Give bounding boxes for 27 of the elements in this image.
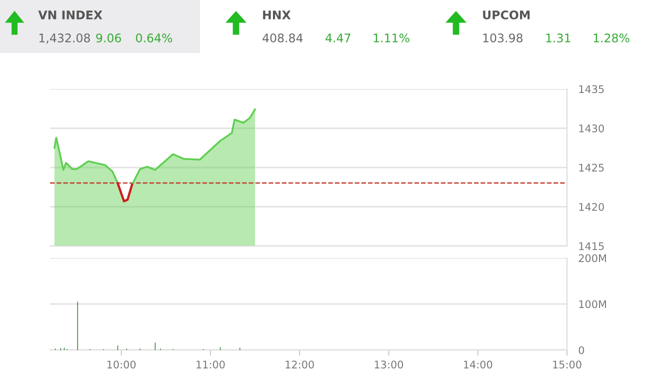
y-tick-label: 1415	[579, 242, 604, 250]
y-tick-label: 0	[578, 346, 584, 354]
text: 1.11%	[374, 33, 410, 42]
text: 1.31	[546, 33, 570, 42]
text: 1.28%	[594, 33, 630, 42]
text: HNX	[263, 10, 291, 20]
text: VN INDEX	[38, 10, 102, 20]
x-tick-label: 10:00	[107, 360, 136, 368]
y-tick-label: 1435	[579, 85, 604, 94]
line-series	[116, 182, 134, 202]
text: 408.84	[262, 33, 303, 42]
y-tick-label: 100M	[579, 300, 606, 308]
y-tick-label: 200M	[578, 254, 606, 262]
x-tick-label: 13:00	[374, 360, 404, 368]
y-tick-label: 1430	[579, 124, 604, 132]
text: 9.06	[96, 33, 121, 42]
x-tick-label: 14:00	[464, 360, 492, 368]
y-tick-label: 1420	[579, 202, 604, 211]
text: 103.98	[483, 33, 522, 42]
text: UPCOM	[483, 10, 530, 20]
text: 1,432.08	[39, 33, 90, 44]
x-tick-label: 11:00	[196, 360, 225, 368]
y-tick-label: 1425	[579, 164, 604, 172]
x-tick-label: 12:00	[286, 360, 314, 368]
text: 0.64%	[136, 33, 172, 42]
text: 4.47	[326, 34, 350, 42]
x-tick-label: 15:00	[553, 360, 582, 368]
